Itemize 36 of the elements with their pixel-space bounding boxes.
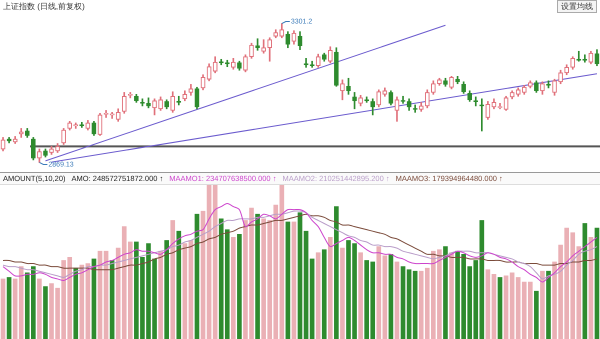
bar xyxy=(292,222,296,339)
bar xyxy=(316,252,321,339)
bar xyxy=(546,270,551,339)
bar xyxy=(176,230,182,339)
bar xyxy=(158,250,163,339)
bar xyxy=(255,214,260,339)
bar xyxy=(498,277,502,339)
bar xyxy=(231,237,236,339)
bar xyxy=(164,240,169,339)
text: 设置均线 xyxy=(557,0,597,12)
bar xyxy=(358,252,363,339)
bar xyxy=(540,270,545,339)
bar xyxy=(534,290,539,339)
bar xyxy=(73,268,78,339)
bar xyxy=(394,262,400,339)
bar xyxy=(0,278,6,339)
bar xyxy=(286,222,290,339)
bar xyxy=(6,277,12,339)
bar xyxy=(92,258,96,339)
bar xyxy=(443,246,448,339)
bar xyxy=(194,214,200,339)
bar xyxy=(37,278,42,339)
bar xyxy=(594,228,600,339)
chart-title: 上证指数 (日线,前复权) xyxy=(3,2,85,10)
bar xyxy=(110,260,114,339)
bar xyxy=(334,206,339,339)
bar xyxy=(388,254,394,339)
bar xyxy=(322,249,327,339)
bar xyxy=(340,248,345,339)
bar xyxy=(328,237,333,339)
bar xyxy=(170,220,176,339)
bar xyxy=(582,223,588,339)
bar xyxy=(588,237,594,339)
bar xyxy=(449,252,454,339)
bar xyxy=(43,286,48,339)
bar xyxy=(237,234,242,339)
